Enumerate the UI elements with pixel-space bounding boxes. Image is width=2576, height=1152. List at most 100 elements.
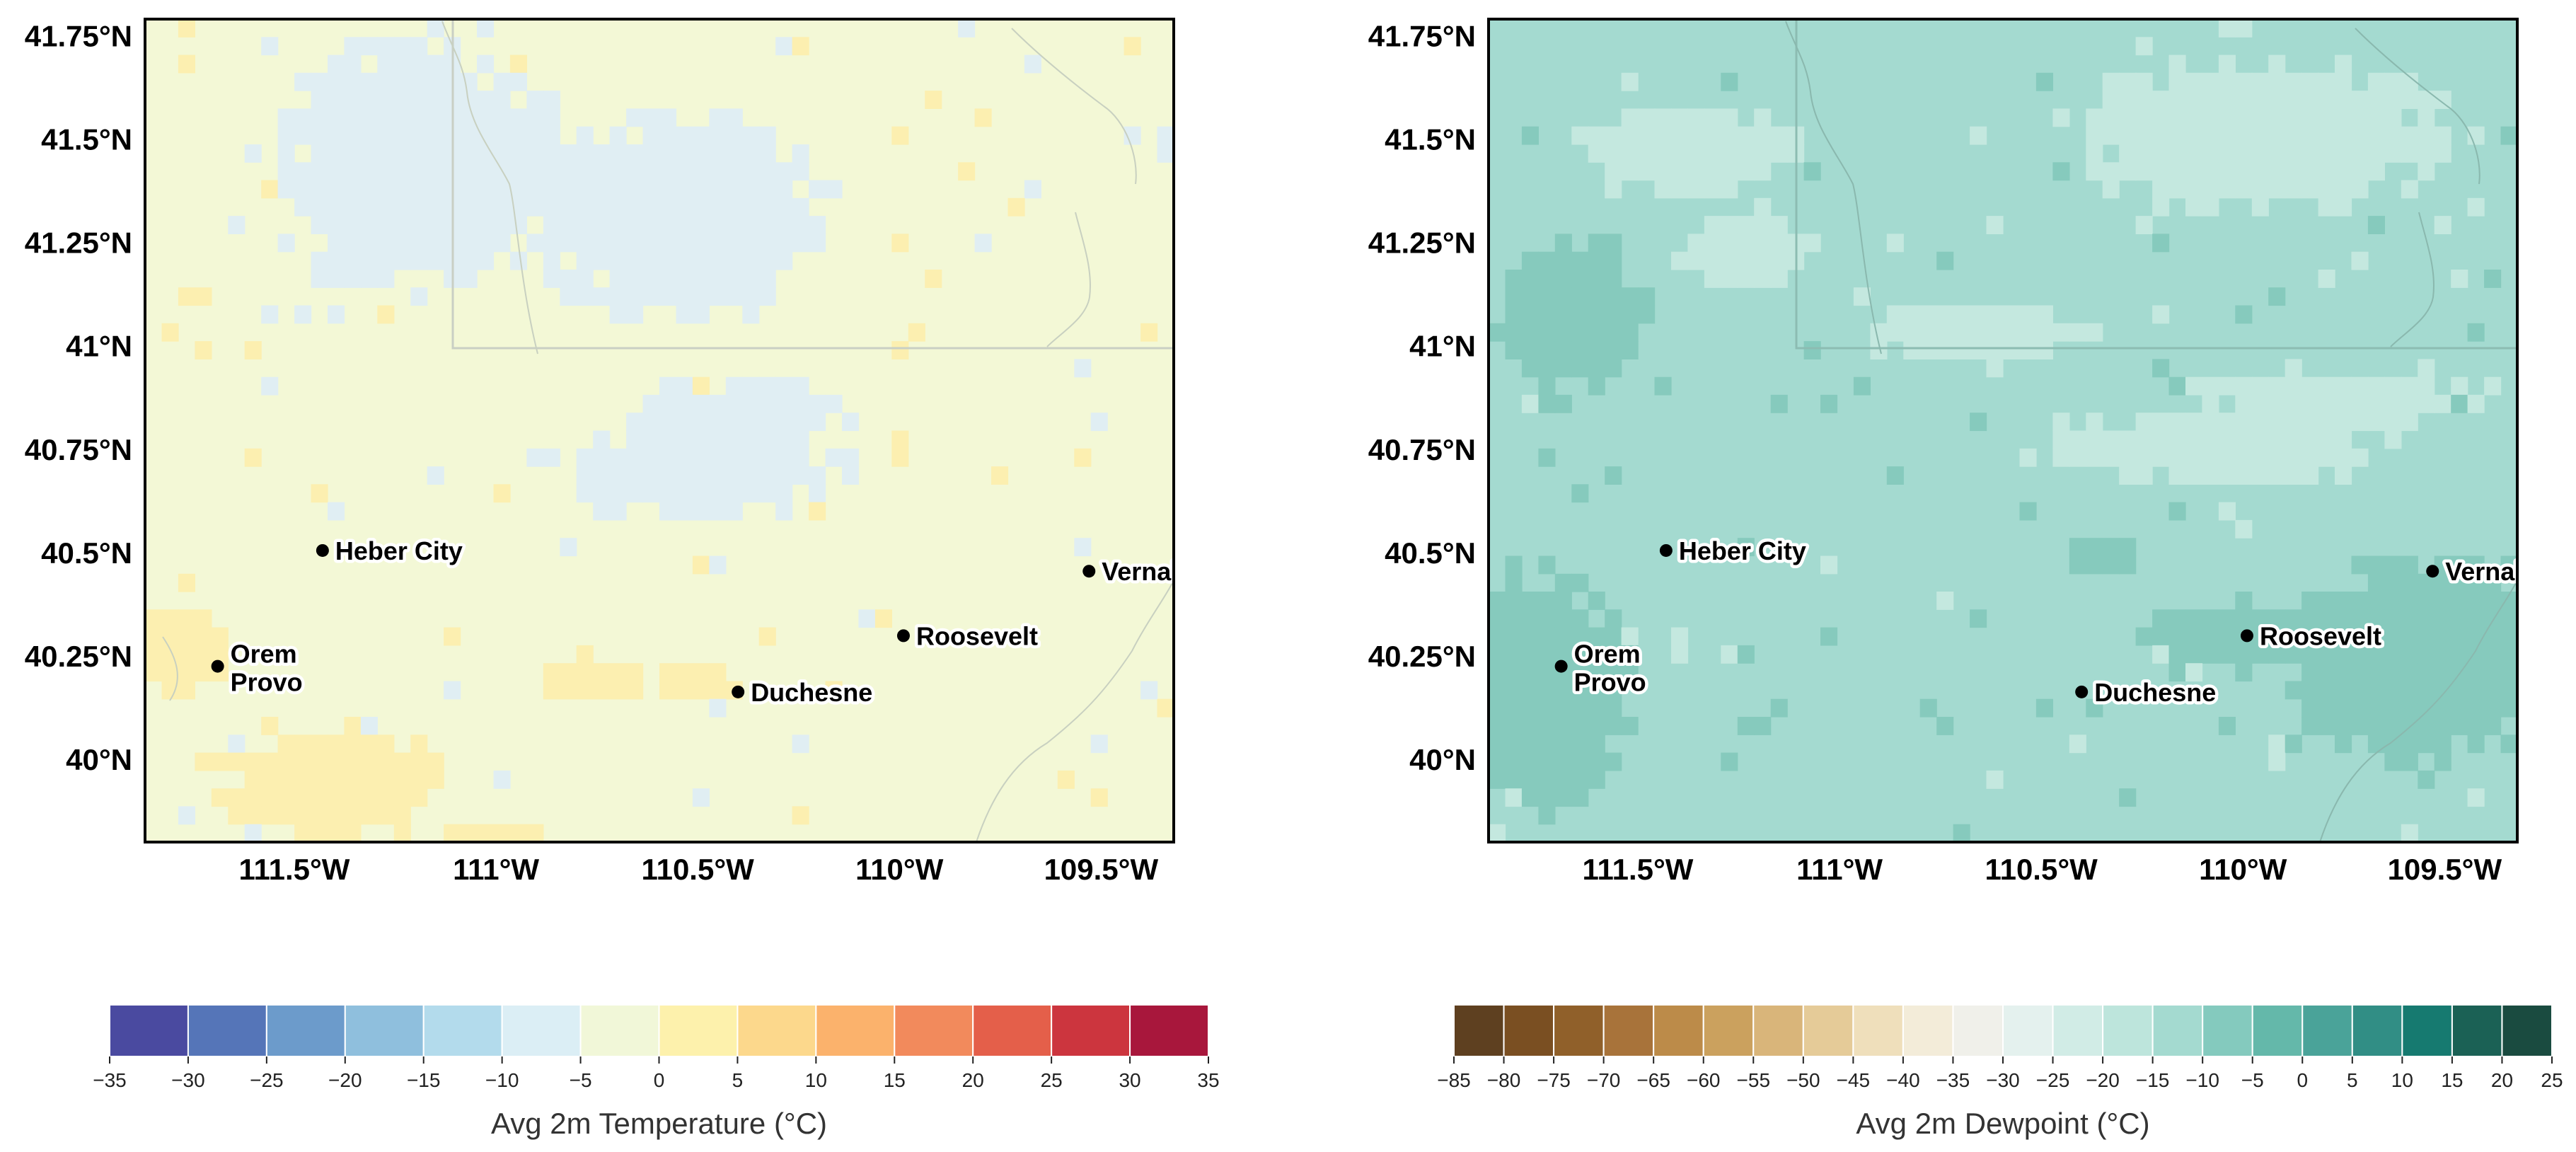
grid-cell [2168, 54, 2186, 74]
grid-cell [2335, 376, 2352, 396]
grid-cell [593, 448, 611, 467]
grid-cell [642, 394, 660, 413]
grid-cell [2168, 91, 2186, 109]
colorbar-segment [815, 1004, 896, 1057]
grid-cell [609, 180, 627, 199]
grid-cell [410, 37, 428, 56]
grid-cell [228, 216, 246, 234]
grid-cell [377, 770, 395, 789]
grid-cell [742, 448, 760, 467]
grid-cell [344, 752, 362, 771]
grid-cell [2251, 126, 2269, 145]
grid-cell [2318, 197, 2335, 217]
grid-cell [2202, 645, 2219, 664]
grid-cell [493, 484, 511, 503]
grid-cell [1638, 144, 1656, 163]
grid-cell [2218, 144, 2236, 163]
grid-cell [593, 216, 611, 234]
grid-cell [2202, 126, 2219, 145]
grid-cell [195, 627, 212, 646]
grid-cell [1538, 645, 1556, 664]
colorbar-tick-label: −40 [1886, 1069, 1920, 1091]
grid-cell [1721, 645, 1738, 664]
grid-cell [178, 19, 195, 38]
grid-cell [543, 91, 560, 109]
grid-cell [328, 144, 345, 163]
grid-cell [2351, 645, 2369, 664]
grid-cell [1886, 323, 1904, 342]
grid-cell [360, 216, 378, 234]
grid-cell [244, 448, 262, 467]
grid-cell [1721, 752, 1738, 771]
grid-cell [2285, 126, 2302, 145]
grid-cell [725, 216, 743, 234]
grid-cell [2301, 394, 2319, 413]
grid-cell [758, 394, 776, 413]
grid-cell [709, 287, 727, 306]
grid-cell [2268, 108, 2286, 127]
grid-cell [1687, 180, 1705, 199]
colorbar-segment [972, 1004, 1053, 1057]
grid-cell [908, 323, 925, 342]
grid-cell [1588, 341, 1605, 359]
grid-cell [809, 394, 826, 413]
colorbar-segment [2301, 1004, 2353, 1057]
grid-cell [1721, 72, 1738, 91]
grid-cell [1538, 270, 1556, 288]
grid-cell [2119, 162, 2137, 181]
grid-cell [2003, 323, 2021, 342]
grid-cell [2451, 609, 2468, 628]
grid-cell [725, 234, 743, 253]
grid-cell [2119, 108, 2137, 127]
grid-cell [2035, 341, 2053, 359]
grid-cell [2467, 394, 2485, 413]
grid-cell [609, 251, 627, 270]
colorbar-segment [2451, 1004, 2503, 1057]
grid-cell [659, 216, 677, 234]
grid-cell [1057, 770, 1075, 789]
grid-cell [2401, 663, 2418, 682]
grid-cell [427, 180, 444, 199]
grid-cell [1554, 609, 1572, 628]
grid-cell [758, 627, 776, 646]
grid-cell [410, 180, 428, 199]
grid-cell [2152, 627, 2170, 646]
grid-cell [626, 466, 644, 485]
grid-cell [2135, 430, 2153, 449]
city-label: Provo [231, 668, 303, 697]
grid-cell [2168, 108, 2186, 127]
grid-cell [2268, 413, 2286, 432]
grid-cell [609, 484, 627, 503]
grid-cell [2401, 627, 2418, 646]
grid-cell [1721, 234, 1738, 253]
grid-cell [2401, 376, 2418, 396]
grid-cell [377, 72, 395, 91]
grid-cell [2367, 627, 2385, 646]
grid-cell [1919, 698, 1937, 718]
grid-cell [593, 162, 611, 181]
grid-cell [2467, 788, 2485, 807]
colorbar-tick-label: −45 [1837, 1069, 1871, 1091]
grid-cell [1140, 681, 1158, 700]
grid-cell [2301, 609, 2319, 628]
colorbar-tick-label: 20 [962, 1069, 984, 1091]
grid-cell [509, 144, 527, 163]
grid-cell [427, 72, 444, 91]
grid-cell [2301, 430, 2319, 449]
colorbar-segment [2202, 1004, 2253, 1057]
grid-cell [2500, 555, 2517, 575]
grid-cell [842, 413, 860, 432]
grid-cell [1074, 538, 1092, 557]
grid-cell [2202, 72, 2219, 91]
colorbar-segment [1051, 1004, 1131, 1057]
grid-cell [659, 287, 677, 306]
grid-cell [1605, 752, 1622, 771]
grid-cell [2318, 394, 2335, 413]
grid-cell [261, 788, 279, 807]
grid-cell [1721, 270, 1738, 288]
grid-cell [2351, 627, 2369, 646]
grid-cell [1554, 752, 1572, 771]
grid-cell [1505, 305, 1523, 324]
dewpoint-map-frame [1487, 18, 2519, 843]
grid-cell [991, 466, 1009, 485]
